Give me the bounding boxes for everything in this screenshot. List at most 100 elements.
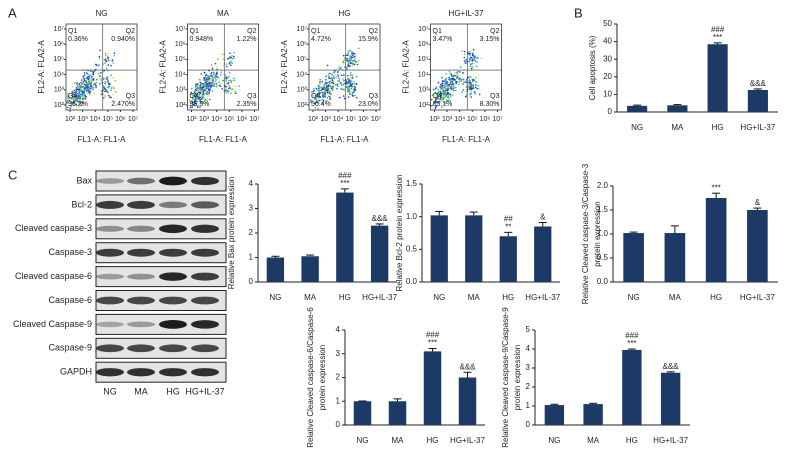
- event-dot: [463, 56, 466, 59]
- event-dot: [441, 86, 443, 89]
- event-dot: [202, 96, 205, 99]
- event-dot: [113, 87, 115, 89]
- event-dot: [88, 77, 90, 80]
- event-dot: [458, 79, 461, 81]
- event-dot: [110, 89, 112, 91]
- event-dot: [349, 77, 351, 79]
- event-dot: [342, 83, 345, 86]
- event-dot: [351, 77, 354, 79]
- significance-mark: ##: [504, 214, 513, 223]
- event-dot: [204, 89, 207, 92]
- event-dot: [447, 97, 450, 99]
- event-dot: [66, 102, 68, 104]
- y-tick-label: 0.0: [597, 277, 609, 286]
- event-dot: [80, 81, 82, 84]
- event-dot: [354, 91, 356, 93]
- y-tick-label: 1.0: [406, 212, 418, 221]
- event-dot: [89, 94, 91, 96]
- event-dot: [444, 83, 447, 85]
- x-axis-label: FL1-A: FL1-A: [77, 135, 126, 144]
- y-tick-label: 0: [249, 277, 254, 286]
- event-dot: [110, 64, 112, 67]
- quadrant-percent: 85.1%: [433, 101, 453, 108]
- event-dot: [318, 87, 320, 90]
- event-dot: [210, 74, 213, 77]
- x-tick-label: 10⁴: [90, 116, 101, 123]
- event-dot: [457, 70, 459, 73]
- significance-mark: &: [755, 198, 761, 207]
- event-dot: [207, 93, 209, 95]
- event-dot: [348, 61, 351, 63]
- event-dot: [347, 85, 350, 88]
- event-dot: [107, 57, 109, 59]
- quadrant-name: Q1: [190, 28, 199, 35]
- event-dot: [66, 106, 69, 109]
- event-dot: [88, 88, 90, 91]
- event-dot: [469, 52, 472, 55]
- x-tick-label: 10³: [321, 116, 332, 123]
- x-tick-label: NG: [628, 293, 640, 302]
- event-dot: [313, 88, 315, 90]
- event-dot: [470, 87, 473, 90]
- blot-row-label: Caspase-3: [48, 247, 92, 257]
- event-dot: [222, 58, 224, 60]
- event-dot: [314, 107, 317, 109]
- event-dot: [70, 94, 73, 97]
- event-dot: [209, 81, 211, 84]
- event-dot: [445, 80, 447, 82]
- y-tick-label: 1: [336, 396, 341, 405]
- event-dot: [446, 100, 448, 103]
- event-dot: [318, 93, 321, 95]
- event-dot: [463, 81, 465, 84]
- event-dot: [79, 102, 81, 105]
- event-dot: [93, 78, 95, 81]
- event-dot: [471, 66, 473, 68]
- quadrant-percent: 56.4%: [311, 101, 331, 108]
- event-dot: [105, 67, 108, 70]
- bar: [336, 192, 354, 282]
- y-axis-label: protein expression: [593, 201, 602, 266]
- event-dot: [105, 60, 107, 62]
- quadrant-percent: 15.9%: [358, 36, 378, 43]
- event-dot: [193, 94, 196, 97]
- event-dot: [88, 83, 90, 85]
- blot-row-label: Bax: [76, 175, 92, 185]
- event-dot: [66, 94, 69, 96]
- event-dot: [204, 81, 207, 83]
- x-tick-label: 10⁶: [358, 116, 369, 123]
- y-tick-label: 1.5: [406, 179, 418, 188]
- event-dot: [225, 86, 227, 88]
- event-dot: [206, 86, 209, 89]
- event-dot: [94, 83, 96, 85]
- event-dot: [79, 96, 82, 99]
- event-dot: [212, 78, 215, 81]
- event-dot: [195, 102, 198, 105]
- event-dot: [198, 85, 201, 87]
- event-dot: [442, 99, 445, 101]
- blot-band: [96, 225, 124, 232]
- event-dot: [347, 52, 349, 54]
- event-dot: [201, 95, 204, 97]
- event-dot: [113, 54, 116, 57]
- event-dot: [348, 82, 351, 84]
- blot-band: [159, 201, 187, 209]
- event-dot: [224, 90, 227, 93]
- y-axis-label: FL2-A: FLA2-A: [159, 40, 168, 94]
- event-dot: [322, 82, 324, 85]
- quadrant-name: Q2: [369, 28, 378, 35]
- event-dot: [340, 88, 343, 90]
- event-dot: [468, 61, 471, 63]
- plot-title: NG: [96, 9, 108, 18]
- event-dot: [340, 84, 343, 86]
- event-dot: [319, 82, 321, 85]
- event-dot: [452, 94, 454, 96]
- y-tick-label: 30: [603, 54, 612, 63]
- y-tick-label: 10⁶: [418, 41, 429, 48]
- event-dot: [470, 56, 472, 59]
- significance-mark: ###: [338, 171, 352, 180]
- event-dot: [82, 77, 84, 80]
- x-tick-label: 10⁶: [237, 116, 248, 123]
- event-dot: [343, 97, 346, 100]
- event-dot: [434, 107, 437, 110]
- event-dot: [79, 84, 82, 87]
